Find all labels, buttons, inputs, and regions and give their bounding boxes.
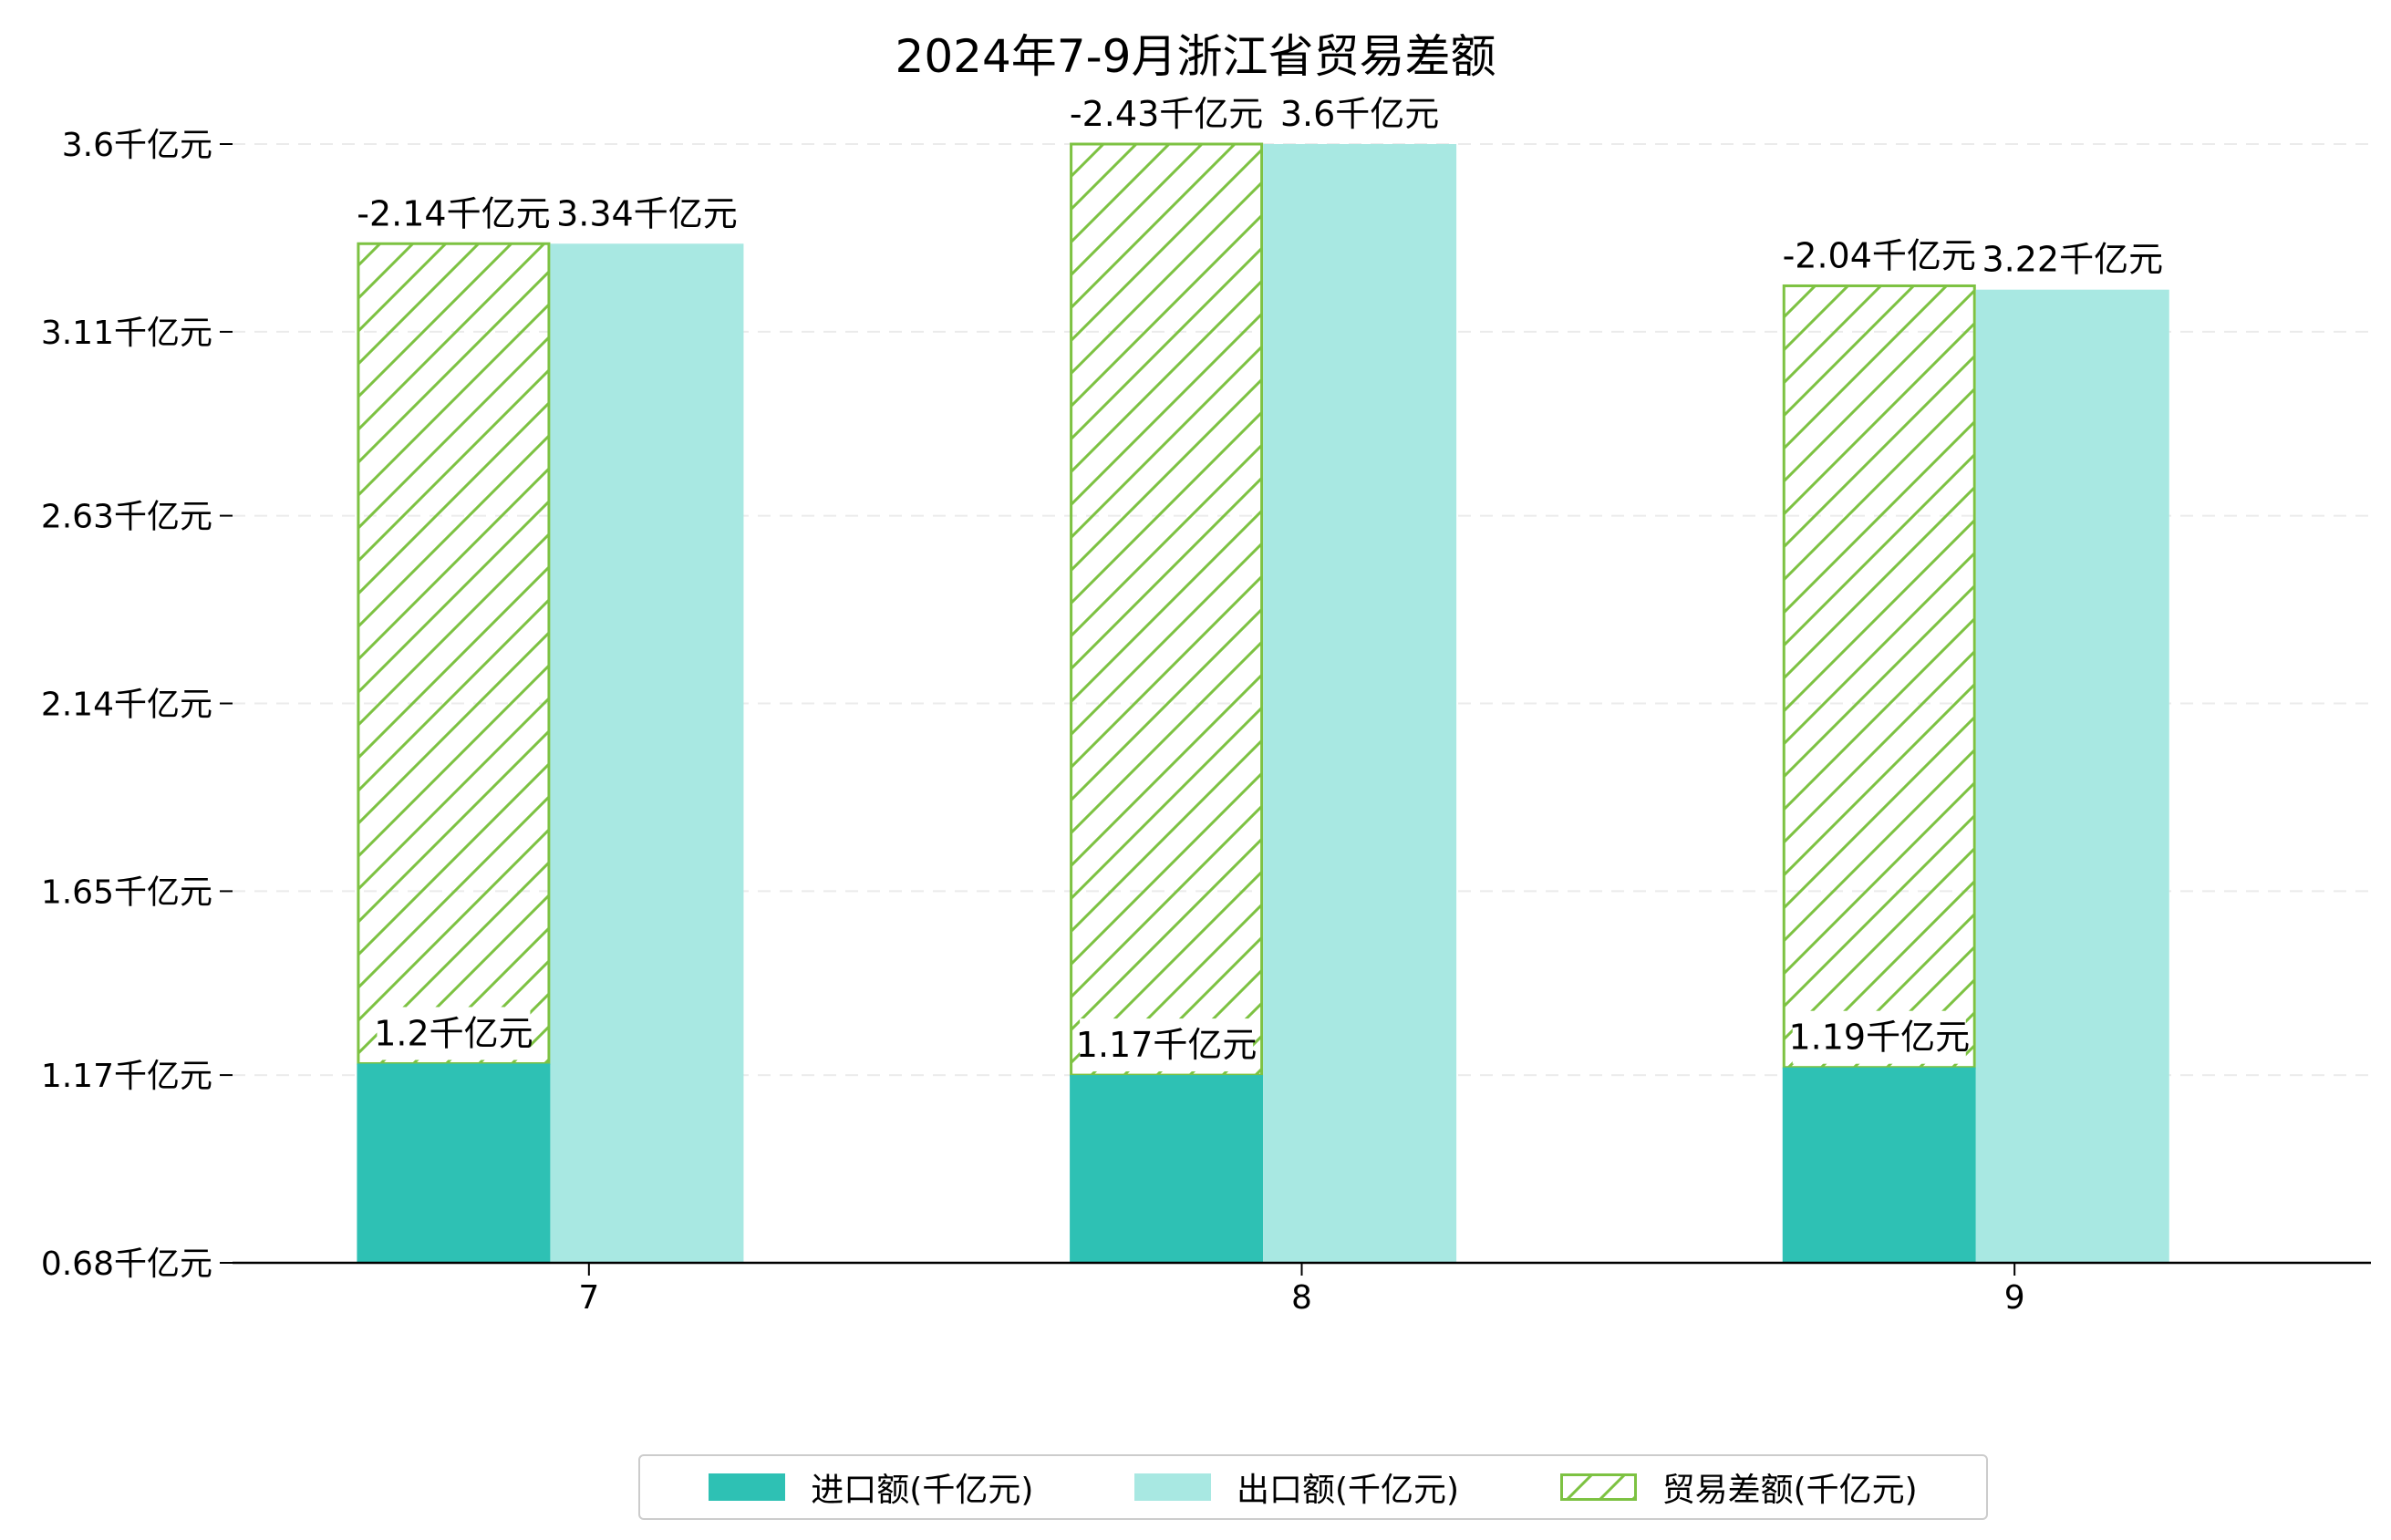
axes: 0.68千亿元 1.17千亿元 1.65千亿元 2.14千亿元 2.63千亿元 3.11千… — [41, 127, 2371, 1317]
bar-balance — [1782, 284, 1976, 1070]
legend-item-balance: 贸易差额(千亿元) — [1559, 1463, 1918, 1511]
data-label-export: 3.34千亿元 — [556, 193, 738, 233]
data-labels: 3.34千亿元-2.14千亿元 1.2千亿元 3.6千亿元 -2.43千亿元 1.17千… — [357, 88, 2163, 1072]
y-tick-label: 3.6千亿元 — [62, 127, 212, 164]
data-label-import: 1.17千亿元 — [1076, 1025, 1258, 1065]
data-label-import-bg — [377, 1007, 531, 1060]
chart-title: 2024年7-9月浙江省贸易差额 — [895, 30, 1496, 83]
data-label-balance: -2.04千亿元 — [1783, 235, 1976, 275]
legend-label-import: 进口额(千亿元) — [811, 1472, 1034, 1509]
data-label-export-bg — [560, 187, 734, 241]
data-label-balance: -2.43千亿元 — [1070, 94, 1263, 134]
legend-label-export: 出口额(千亿元) — [1236, 1472, 1460, 1509]
bar-export — [1975, 289, 2169, 1263]
y-tick-label: 3.11千亿元 — [41, 315, 212, 352]
legend-item-import: 进口额(千亿元) — [709, 1463, 1033, 1511]
bar-import — [1782, 1067, 1976, 1263]
y-tick-label: 1.17千亿元 — [41, 1058, 212, 1095]
data-label-export: 3.6千亿元 — [1280, 94, 1439, 134]
data-label-export-bg — [1283, 88, 1437, 140]
y-tick-label: 2.14千亿元 — [41, 687, 212, 724]
bars — [357, 142, 2169, 1263]
data-label-balance: -2.14千亿元 — [357, 193, 550, 233]
data-label-export-bg — [1985, 233, 2159, 286]
bar-import — [357, 1063, 551, 1263]
data-label-balance-bg — [1782, 229, 1976, 283]
data-label-import-bg — [1080, 1018, 1254, 1072]
y-tick-label: 0.68千亿元 — [41, 1245, 212, 1283]
data-label-export: 3.22千亿元 — [1982, 240, 2163, 280]
bar-balance — [1070, 142, 1264, 1077]
legend-swatch-balance — [1559, 1473, 1637, 1501]
data-label-balance-bg — [1070, 88, 1264, 140]
x-tick-label: 7 — [578, 1279, 599, 1317]
x-tick-label: 8 — [1291, 1279, 1312, 1317]
legend-swatch-export — [1133, 1473, 1211, 1501]
y-tick-label: 2.63千亿元 — [41, 499, 212, 536]
legend-swatch-import — [709, 1473, 786, 1501]
legend-item-export: 出口额(千亿元) — [1133, 1463, 1460, 1511]
data-label-balance-bg — [357, 187, 551, 241]
x-tick-label: 9 — [2004, 1279, 2025, 1317]
data-label-import: 1.19千亿元 — [1788, 1018, 1970, 1058]
legend-label-balance: 贸易差额(千亿元) — [1661, 1472, 1918, 1509]
data-label-import: 1.2千亿元 — [374, 1013, 533, 1053]
bar-export — [1263, 144, 1457, 1263]
data-label-import-bg — [1792, 1010, 1966, 1064]
bar-export — [550, 243, 744, 1263]
bar-import — [1070, 1075, 1264, 1263]
y-tick-label: 1.65千亿元 — [41, 873, 212, 911]
legend: 进口额(千亿元) 出口额(千亿元) 贸易差额(千亿元) — [638, 1454, 1988, 1520]
bar-balance — [357, 242, 551, 1065]
